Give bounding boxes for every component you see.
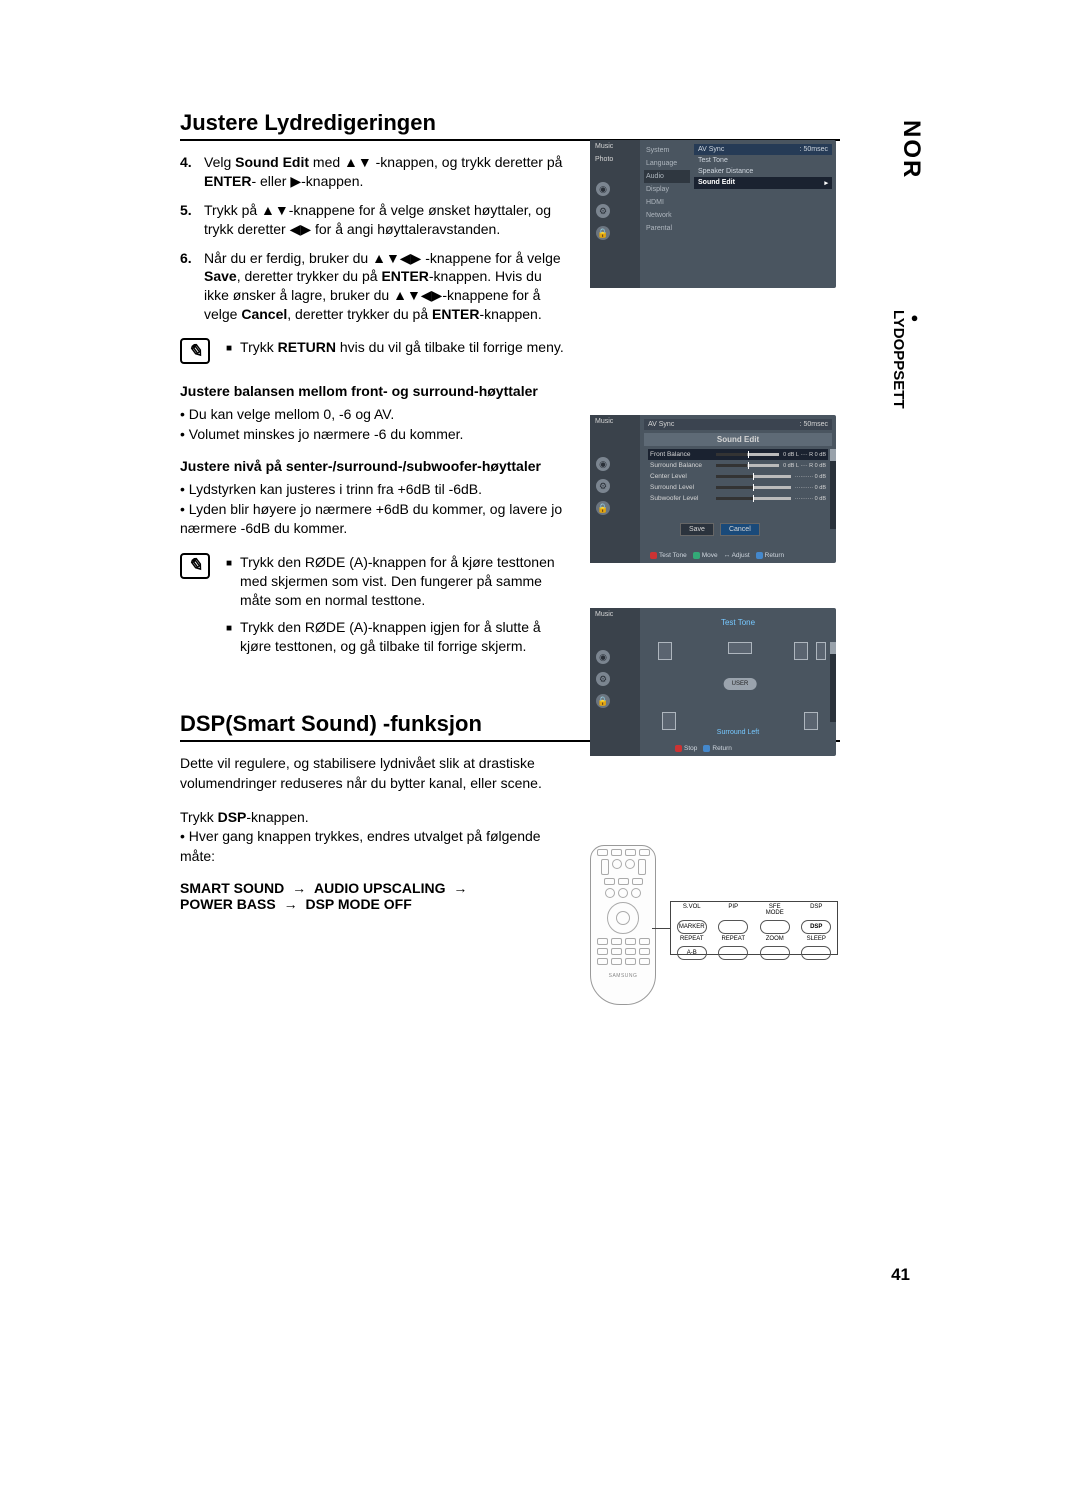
language-tab: NOR xyxy=(897,120,925,179)
scrollbar xyxy=(830,449,836,529)
osd-header: AV Sync: 50msec xyxy=(644,419,832,430)
dpad-icon xyxy=(607,902,639,934)
menu-display: Display xyxy=(644,183,690,196)
remote-callout: S.VOL PIP SFE MODE DSP MARKER DSP REPEAT… xyxy=(670,901,838,955)
rail-music: Music xyxy=(590,415,640,428)
note-testtone: ✎ ■ Trykk den RØDE (A)-knappen for å kjø… xyxy=(180,553,570,663)
sub-heading-balance: Justere balansen mellom front- og surrou… xyxy=(180,383,570,399)
gear-icon: ⚙ xyxy=(596,672,610,686)
dsp-modes: SMART SOUND → AUDIO UPSCALING → POWER BA… xyxy=(180,880,560,912)
heading-sound-edit: Justere Lydredigeringen xyxy=(180,110,840,141)
osd-menu-column: System Language Audio Display HDMI Netwo… xyxy=(644,144,690,235)
row-speaker-distance: Speaker Distance xyxy=(694,166,832,177)
note-item: ■ Trykk RETURN hvis du vil gå tilbake ti… xyxy=(226,338,564,357)
dsp-press: Trykk DSP-knappen. • Hver gang knappen t… xyxy=(180,808,560,867)
dsp-button: DSP xyxy=(801,920,831,934)
cancel-button: Cancel xyxy=(720,523,760,536)
list-item: Lyden blir høyere jo nærmere +6dB du kom… xyxy=(180,500,570,539)
menu-hdmi: HDMI xyxy=(644,196,690,209)
button xyxy=(760,920,790,934)
note-return: ✎ ■ Trykk RETURN hvis du vil gå tilbake … xyxy=(180,338,570,365)
osd-rail: Music Photo ◉ ⚙ 🔒 xyxy=(590,140,640,288)
note-icon: ✎ xyxy=(180,553,210,579)
panel-title: Test Tone xyxy=(644,618,832,627)
note-icon: ✎ xyxy=(180,338,210,364)
osd-legend: Test Tone Move ↔ Adjust Return xyxy=(650,552,830,559)
current-speaker-label: Surround Left xyxy=(644,729,832,736)
button xyxy=(718,946,748,960)
step-4: 4. Velg Sound Edit med ▲▼ -knappen, og t… xyxy=(180,153,570,191)
button xyxy=(760,946,790,960)
note-item: ■ Trykk den RØDE (A)-knappen for å kjøre… xyxy=(226,553,570,610)
menu-audio: Audio xyxy=(644,170,690,183)
rail-music: Music xyxy=(590,608,640,621)
osd-buttons: Save Cancel xyxy=(680,523,760,536)
steps-list: 4. Velg Sound Edit med ▲▼ -knappen, og t… xyxy=(180,153,570,324)
user-position: USER xyxy=(724,678,757,690)
disc-icon: ◉ xyxy=(596,457,610,471)
osd-settings-audio: Music Photo ◉ ⚙ 🔒 System Language Audio … xyxy=(590,140,836,288)
gear-icon: ⚙ xyxy=(596,479,610,493)
balance-list: Du kan velge mellom 0, -6 og AV. Volumet… xyxy=(180,405,570,444)
arrow-icon: → xyxy=(292,880,306,896)
row-av-sync: AV Sync: 50msec xyxy=(694,144,832,155)
list-item: Lydstyrken kan justeres i trinn fra +6dB… xyxy=(180,480,570,500)
rail-music: Music xyxy=(590,140,640,153)
level-list: Lydstyrken kan justeres i trinn fra +6dB… xyxy=(180,480,570,539)
disc-icon: ◉ xyxy=(596,650,610,664)
sub-heading-level: Justere nivå på senter-/surround-/subwoo… xyxy=(180,458,570,474)
dsp-intro: Dette vil regulere, og stabilisere lydni… xyxy=(180,754,560,793)
speaker-front-right-icon xyxy=(794,642,808,660)
remote-figure: SAMSUNG S.VOL PIP SFE MODE DSP MARKER DS… xyxy=(590,845,836,995)
level-center: Center Level·········· 0 dB xyxy=(648,471,828,482)
menu-system: System xyxy=(644,144,690,157)
row-test-tone: Test Tone xyxy=(694,155,832,166)
disc-icon: ◉ xyxy=(596,182,610,196)
page-number: 41 xyxy=(891,1265,910,1285)
callout-line xyxy=(652,928,670,929)
list-item: Du kan velge mellom 0, -6 og AV. xyxy=(180,405,570,425)
menu-parental: Parental xyxy=(644,222,690,235)
lock-icon: 🔒 xyxy=(596,501,610,515)
speaker-center-icon xyxy=(728,642,752,654)
row-sound-edit: Sound Edit▸ xyxy=(694,177,832,189)
remote-body: SAMSUNG xyxy=(590,845,656,1005)
lock-icon: 🔒 xyxy=(596,226,610,240)
level-surround-balance: Surround Balance0 dB L ···· R 0 dB xyxy=(648,460,828,471)
osd-legend: Stop Return xyxy=(675,745,830,752)
menu-network: Network xyxy=(644,209,690,222)
speaker-sub-icon xyxy=(816,642,826,660)
ab-button: A-B xyxy=(677,946,707,960)
osd-rail: Music ◉ ⚙ 🔒 xyxy=(590,415,640,563)
scrollbar xyxy=(830,642,836,722)
step-5: 5. Trykk på ▲▼-knappene for å velge ønsk… xyxy=(180,201,570,239)
speaker-front-left-icon xyxy=(658,642,672,660)
arrow-icon: → xyxy=(453,880,467,896)
osd-main-column: AV Sync: 50msec Test Tone Speaker Distan… xyxy=(694,144,832,189)
level-front-balance: Front Balance0 dB L ···· R 0 dB xyxy=(648,449,828,460)
rail-photo: Photo xyxy=(590,153,640,166)
speaker-layout: USER xyxy=(654,638,826,730)
lock-icon: 🔒 xyxy=(596,694,610,708)
osd-sound-edit: Music ◉ ⚙ 🔒 AV Sync: 50msec Sound Edit F… xyxy=(590,415,836,563)
menu-language: Language xyxy=(644,157,690,170)
note-item: ■ Trykk den RØDE (A)-knappen igjen for å… xyxy=(226,618,570,656)
save-button: Save xyxy=(680,523,714,536)
button xyxy=(801,946,831,960)
speaker-surround-left-icon xyxy=(662,712,676,730)
osd-panel-title: Sound Edit xyxy=(644,433,832,446)
level-surround: Surround Level·········· 0 dB xyxy=(648,482,828,493)
step-6: 6. Når du er ferdig, bruker du ▲▼◀▶ -kna… xyxy=(180,249,570,325)
marker-button: MARKER xyxy=(677,920,707,934)
button xyxy=(718,920,748,934)
level-subwoofer: Subwoofer Level·········· 0 dB xyxy=(648,493,828,504)
speaker-surround-right-icon xyxy=(804,712,818,730)
osd-rail: Music ◉ ⚙ 🔒 xyxy=(590,608,640,756)
osd-levels: Front Balance0 dB L ···· R 0 dB Surround… xyxy=(648,449,828,504)
arrow-icon: → xyxy=(284,896,298,912)
remote-brand: SAMSUNG xyxy=(591,973,655,979)
list-item: Volumet minskes jo nærmere -6 du kommer. xyxy=(180,425,570,445)
osd-test-tone: Music ◉ ⚙ 🔒 Test Tone USER Surround Left… xyxy=(590,608,836,756)
gear-icon: ⚙ xyxy=(596,204,610,218)
